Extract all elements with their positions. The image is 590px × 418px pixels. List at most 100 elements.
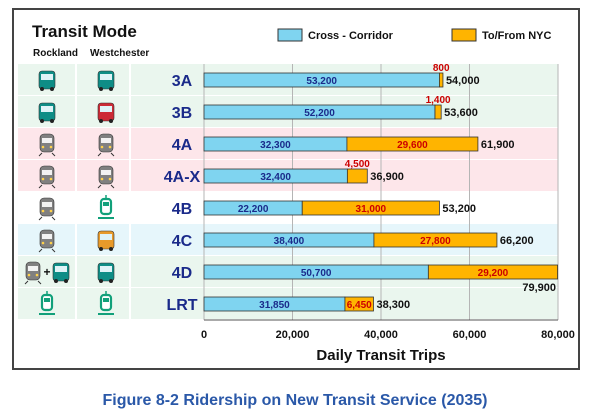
train-light — [108, 177, 112, 181]
light-rail-icon — [99, 293, 113, 312]
data-label-cross-corridor: 53,200 — [306, 76, 337, 87]
x-tick-label: 20,000 — [276, 329, 310, 341]
bus-wheel — [99, 279, 103, 283]
data-label-total: 61,900 — [481, 139, 515, 151]
train-window — [42, 170, 52, 175]
x-tick-label: 80,000 — [541, 329, 575, 341]
train-leg — [110, 184, 115, 189]
category-label: 4A — [172, 137, 193, 154]
data-label-cross-corridor: 31,850 — [259, 300, 290, 311]
category-label: 3B — [172, 105, 192, 122]
data-label-to-from-nyc: 31,000 — [356, 204, 387, 215]
train-leg — [37, 280, 42, 285]
legend-label-to-from-nyc: To/From NYC — [482, 30, 552, 42]
train-light — [49, 145, 53, 149]
data-label-total: 36,900 — [370, 171, 404, 183]
light-rail-window — [103, 202, 109, 206]
train-leg — [38, 216, 43, 221]
bar-to-from-nyc — [346, 168, 368, 184]
train-light — [49, 241, 53, 245]
bus-wheel — [40, 87, 44, 91]
bus-window — [55, 266, 67, 272]
category-label: 4A-X — [164, 169, 201, 186]
legend-swatch-cross-corridor — [277, 28, 303, 42]
bus-window — [100, 266, 112, 272]
train-light — [108, 145, 112, 149]
category-label: 4D — [172, 265, 192, 282]
data-label-total: 79,900 — [522, 282, 556, 294]
data-label-to-from-nyc: 29,600 — [397, 140, 428, 151]
data-label-cross-corridor: 52,200 — [304, 108, 335, 119]
train-light — [49, 209, 53, 213]
bus-wheel — [50, 119, 54, 123]
bus-window — [41, 74, 53, 80]
train-light — [41, 241, 45, 245]
bar-to-from-nyc — [346, 136, 479, 152]
train-window — [28, 266, 38, 271]
bar-to-from-nyc — [427, 264, 558, 280]
legend-swatch-to-from-nyc — [451, 28, 477, 42]
train-window — [42, 138, 52, 143]
train-leg — [51, 216, 56, 221]
chart-frame: Transit Mode Rockland Westchester Cross - C… — [12, 8, 580, 370]
data-label-cross-corridor: 22,200 — [238, 204, 269, 215]
train-leg — [51, 248, 56, 253]
col-header-rockland: Rockland — [33, 48, 78, 59]
category-label: 3A — [172, 73, 193, 90]
bar-to-from-nyc — [373, 232, 498, 248]
bus-wheel — [99, 87, 103, 91]
train-leg — [97, 184, 102, 189]
bus-wheel — [109, 119, 113, 123]
train-light — [41, 209, 45, 213]
train-light — [27, 273, 31, 277]
data-label-cross-corridor: 50,700 — [301, 268, 332, 279]
data-label-to-from-nyc: 27,800 — [420, 236, 451, 247]
data-label-total: 53,200 — [442, 203, 476, 215]
x-tick-label: 40,000 — [364, 329, 398, 341]
x-axis-label: Daily Transit Trips — [316, 347, 445, 364]
train-leg — [38, 152, 43, 157]
train-window — [42, 234, 52, 239]
train-light — [100, 145, 104, 149]
train-leg — [110, 152, 115, 157]
figure-caption: Figure 8-2 Ridership on New Transit Serv… — [102, 392, 488, 409]
category-label: 4C — [172, 233, 193, 250]
bus-wheel — [40, 119, 44, 123]
data-label-to-from-nyc: 1,400 — [426, 95, 451, 106]
data-label-to-from-nyc: 800 — [433, 63, 450, 74]
bar-to-from-nyc — [434, 104, 442, 120]
train-leg — [24, 280, 29, 285]
train-light — [100, 177, 104, 181]
bus-wheel — [50, 87, 54, 91]
plus-sign: + — [43, 265, 50, 279]
category-label: 4B — [172, 201, 192, 218]
bus-window — [100, 74, 112, 80]
bus-wheel — [109, 279, 113, 283]
data-label-total: 53,600 — [444, 107, 478, 119]
data-label-to-from-nyc: 6,450 — [347, 300, 372, 311]
train-window — [101, 170, 111, 175]
data-label-cross-corridor: 32,300 — [260, 140, 291, 151]
train-light — [49, 177, 53, 181]
light-rail-icon — [40, 293, 54, 312]
bus-wheel — [99, 247, 103, 251]
train-leg — [38, 184, 43, 189]
col-header-westchester: Westchester — [90, 48, 149, 59]
ridership-chart: Transit Mode Rockland Westchester Cross - C… — [18, 22, 575, 364]
bus-wheel — [109, 87, 113, 91]
train-window — [101, 138, 111, 143]
data-label-cross-corridor: 38,400 — [274, 236, 305, 247]
bar-to-from-nyc — [301, 200, 440, 216]
legend-label-cross-corridor: Cross - Corridor — [308, 30, 394, 42]
bus-window — [100, 234, 112, 240]
bus-window — [100, 106, 112, 112]
data-label-cross-corridor: 32,400 — [260, 172, 291, 183]
bus-wheel — [109, 247, 113, 251]
data-label-to-from-nyc: 29,200 — [478, 268, 509, 279]
light-rail-window — [44, 298, 50, 302]
light-rail-icon — [99, 197, 113, 216]
bus-window — [41, 106, 53, 112]
train-light — [41, 145, 45, 149]
train-leg — [97, 152, 102, 157]
light-rail-window — [103, 298, 109, 302]
